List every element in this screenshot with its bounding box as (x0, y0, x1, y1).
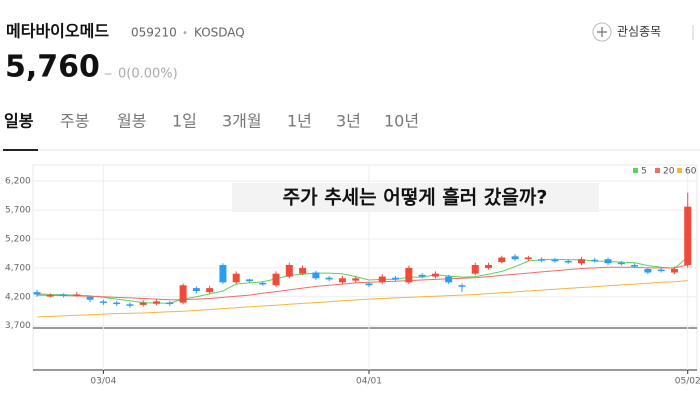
x-tick-label: 04/01 (356, 377, 382, 387)
y-tick-label: 3,700 (5, 321, 31, 331)
stock-name: 메타바이오메드 (6, 22, 109, 41)
legend-label: 20 (663, 167, 675, 177)
annotation-bg (232, 183, 599, 212)
candle-body (139, 302, 147, 305)
candle-body (259, 282, 267, 285)
tab[interactable]: 주봉 (60, 112, 89, 131)
candle-body (33, 292, 41, 295)
tab[interactable]: 일봉 (4, 112, 34, 131)
legend-swatch (655, 168, 660, 173)
legend-swatch (677, 168, 682, 173)
x-tick-label: 03/04 (90, 377, 116, 387)
y-tick-label: 4,700 (5, 263, 31, 273)
legend-swatch (633, 168, 638, 173)
y-tick-label: 4,200 (5, 292, 31, 302)
annotation: 주가 추세는 어떻게 흘러 갔을까? (283, 186, 548, 209)
tab[interactable]: 3개월 (222, 112, 262, 131)
change: 0(0.00%) (118, 67, 178, 82)
ma-line (36, 280, 688, 318)
legend-label: 60 (685, 167, 697, 177)
watch-icon (592, 22, 612, 42)
tab[interactable]: 1년 (287, 112, 312, 131)
candle-body (418, 274, 426, 277)
candle-body (604, 259, 612, 264)
candle-body (392, 277, 400, 280)
candle-body (126, 304, 134, 306)
candle-body (245, 279, 253, 282)
tab[interactable]: 3년 (336, 112, 361, 131)
tab[interactable]: 1일 (172, 112, 197, 131)
candle-body (285, 264, 293, 277)
candle-body (299, 267, 307, 274)
candle-body (232, 273, 240, 283)
candle-body (219, 264, 227, 283)
market: KOSDAQ (194, 26, 245, 40)
legend-label: 5 (641, 167, 647, 177)
candle-body (166, 302, 174, 305)
watch-button[interactable]: 관심종목 (592, 22, 661, 42)
candle-body (644, 269, 652, 273)
candle-body (577, 259, 585, 264)
candle-body (564, 260, 572, 263)
plus (597, 27, 607, 37)
tab[interactable]: 월봉 (117, 112, 146, 131)
candle-body (338, 278, 346, 283)
candle-body (153, 301, 161, 304)
separator: • (182, 28, 188, 39)
candle-body (485, 264, 493, 268)
candle-body (405, 267, 413, 283)
candle-body (471, 264, 479, 274)
stock-code: 059210 (131, 26, 177, 40)
candle-body (206, 288, 214, 293)
candle-body (46, 295, 54, 297)
watch-label[interactable]: 관심종목 (617, 25, 661, 39)
candle-body (272, 273, 280, 286)
y-tick-label: 5,200 (5, 234, 31, 244)
candle-body (657, 269, 665, 272)
candle-body (591, 259, 599, 262)
x-tick-label: 05/02 (675, 377, 700, 387)
candle-body (60, 294, 68, 296)
ma-line (36, 264, 688, 301)
candle-body (73, 294, 81, 296)
candle-body (325, 277, 333, 280)
candle-body (192, 288, 200, 292)
candle-body (511, 256, 519, 260)
y-tick-label: 5,700 (5, 206, 31, 216)
candle-body (445, 276, 453, 283)
price: 5,760 (5, 50, 100, 85)
candle-body (378, 276, 386, 283)
candle-body (551, 259, 559, 262)
candle-body (99, 301, 107, 303)
candle-body (670, 269, 678, 273)
candle-body (179, 285, 187, 303)
candle-body (684, 206, 692, 265)
ma-line (36, 256, 689, 304)
candle-body (498, 257, 506, 263)
candle-body (312, 272, 320, 279)
candle-body (458, 285, 466, 287)
candle-body (352, 278, 360, 281)
candle-body (113, 302, 121, 305)
y-tick-label: 6,200 (5, 177, 31, 187)
candle-body (631, 264, 639, 267)
candle-body (365, 283, 373, 286)
candle-body (431, 273, 439, 277)
candle-body (617, 262, 625, 265)
candle-body (538, 259, 546, 261)
tab[interactable]: 10년 (384, 112, 419, 131)
change-sign: ‒ (104, 67, 112, 82)
candle-body (524, 257, 532, 260)
candle-body (86, 296, 94, 300)
